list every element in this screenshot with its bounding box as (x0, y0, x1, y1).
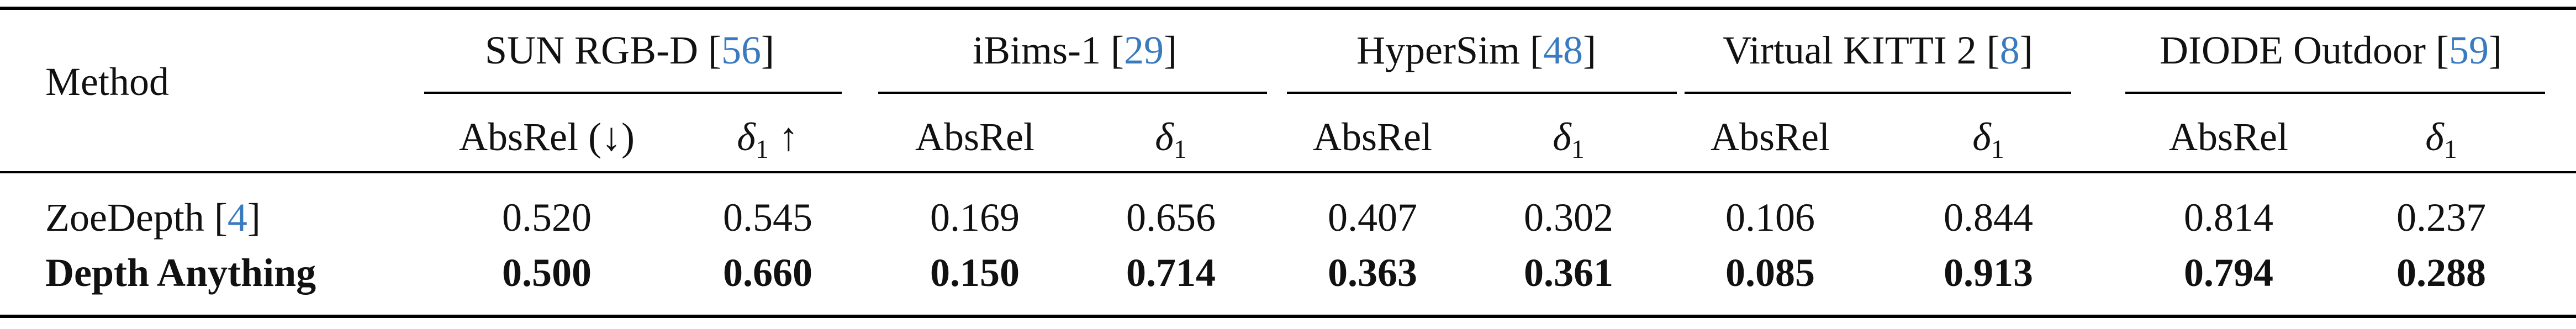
header-underline-ibims (878, 92, 1267, 94)
metric-header-delta1: δ1 ↑ (737, 115, 799, 164)
metric-header-absrel: AbsRel (1711, 115, 1830, 159)
header-underline-hypersim (1287, 92, 1677, 94)
value-cell: 0.302 (1524, 195, 1613, 240)
method-name: ZoeDepth [4] (45, 195, 261, 240)
metric-header-delta1: δ1 (1155, 115, 1187, 164)
metric-header-absrel: AbsRel (915, 115, 1034, 159)
metric-header-absrel: AbsRel (2169, 115, 2288, 159)
citation-link[interactable]: 4 (227, 195, 247, 240)
citation-link[interactable]: 56 (721, 28, 762, 72)
value-cell: 0.169 (930, 195, 1020, 240)
value-cell: 0.237 (2396, 195, 2486, 240)
header-underline-diode (2125, 92, 2545, 94)
header-underline-sun-rgbd (424, 92, 842, 94)
metric-header-delta1: δ1 (1553, 115, 1585, 164)
value-cell: 0.913 (1944, 251, 2033, 295)
value-cell: 0.106 (1725, 195, 1815, 240)
metric-header-delta1: δ1 (1972, 115, 2004, 164)
citation-link[interactable]: 48 (1543, 28, 1583, 72)
metric-header-absrel: AbsRel (↓) (459, 115, 635, 159)
dataset-name: Virtual KITTI 2 (1723, 28, 1977, 72)
citation-link[interactable]: 29 (1124, 28, 1164, 72)
dataset-header-hypersim: HyperSim [48] (1356, 28, 1596, 72)
value-cell: 0.150 (930, 251, 1020, 295)
dataset-header-vkitti2: Virtual KITTI 2 [8] (1723, 28, 2033, 72)
value-cell: 0.656 (1126, 195, 1216, 240)
table-top-rule (0, 7, 2576, 10)
value-cell: 0.407 (1328, 195, 1417, 240)
header-underline-vkitti2 (1685, 92, 2071, 94)
value-cell: 0.660 (723, 251, 812, 295)
table-bottom-rule (0, 315, 2576, 318)
dataset-name: iBims-1 (973, 28, 1101, 72)
table-mid-rule (0, 171, 2576, 173)
value-cell: 0.545 (723, 195, 812, 240)
value-cell: 0.794 (2184, 251, 2273, 295)
method-name: Depth Anything (45, 251, 316, 295)
value-cell: 0.288 (2396, 251, 2486, 295)
value-cell: 0.520 (502, 195, 592, 240)
dataset-header-diode: DIODE Outdoor [59] (2160, 28, 2502, 72)
citation-link[interactable]: 59 (2448, 28, 2489, 72)
value-cell: 0.814 (2184, 195, 2273, 240)
value-cell: 0.363 (1328, 251, 1417, 295)
dataset-name: DIODE Outdoor (2160, 28, 2426, 72)
dataset-name: HyperSim (1356, 28, 1520, 72)
dataset-name: SUN RGB-D (484, 28, 699, 72)
value-cell: 0.500 (502, 251, 592, 295)
dataset-header-ibims: iBims-1 [29] (973, 28, 1177, 72)
citation-link[interactable]: 8 (1999, 28, 2020, 72)
value-cell: 0.361 (1524, 251, 1613, 295)
method-header: Method (45, 60, 169, 104)
value-cell: 0.844 (1944, 195, 2033, 240)
metric-header-absrel: AbsRel (1313, 115, 1432, 159)
metric-header-delta1: δ1 (2425, 115, 2457, 164)
dataset-header-sun-rgbd: SUN RGB-D [56] (484, 28, 775, 72)
value-cell: 0.714 (1126, 251, 1216, 295)
value-cell: 0.085 (1725, 251, 1815, 295)
